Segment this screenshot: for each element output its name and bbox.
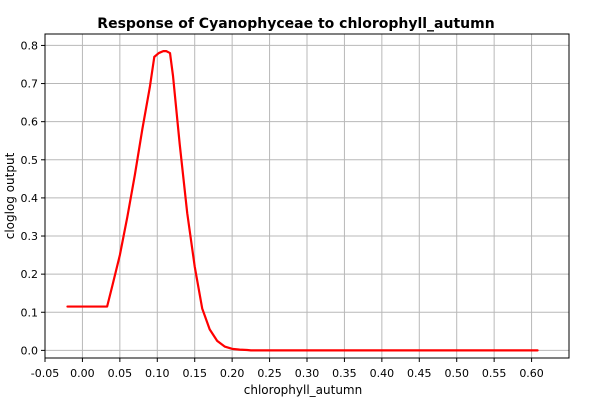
y-tick-label: 0.3 bbox=[21, 230, 39, 243]
y-tick-label: 0.6 bbox=[21, 116, 39, 129]
y-axis-label: cloglog output bbox=[3, 152, 17, 239]
x-tick-label: 0.30 bbox=[295, 367, 320, 380]
y-tick-label: 0.4 bbox=[21, 192, 39, 205]
y-tick-label: 0.1 bbox=[21, 306, 39, 319]
series-line bbox=[66, 50, 539, 352]
x-tick-label: 0.40 bbox=[370, 367, 395, 380]
x-tick-label: 0.10 bbox=[145, 367, 170, 380]
x-tick-label: 0.15 bbox=[182, 367, 207, 380]
y-tick-label: 0.2 bbox=[21, 268, 39, 281]
x-tick-label: 0.45 bbox=[407, 367, 432, 380]
y-tick-label: 0.5 bbox=[21, 154, 39, 167]
y-tick-label: 0.7 bbox=[21, 78, 39, 91]
x-tick-label: 0.05 bbox=[108, 367, 133, 380]
x-tick-label: 0.25 bbox=[257, 367, 282, 380]
x-tick-label: 0.55 bbox=[482, 367, 507, 380]
x-axis: -0.05 0.00 0.05 0.10 0.15 0.20 0.25 0.30 0.35 0.4… bbox=[31, 358, 544, 380]
x-tick-label: 0.50 bbox=[444, 367, 469, 380]
x-tick-label: 0.00 bbox=[70, 367, 95, 380]
y-tick-label: 0.8 bbox=[21, 39, 39, 52]
x-tick-label: 0.20 bbox=[220, 367, 245, 380]
chart-title: Response of Cyanophyceae to chlorophyll_… bbox=[97, 16, 494, 32]
grid bbox=[44, 34, 569, 358]
y-axis: 0.0 0.1 0.2 0.3 0.4 0.5 0.6 0.7 0.8 bbox=[21, 39, 45, 357]
x-tick-label: 0.60 bbox=[519, 367, 544, 380]
y-tick-label: 0.0 bbox=[21, 344, 39, 357]
x-tick-label: 0.35 bbox=[332, 367, 357, 380]
series-layer bbox=[66, 50, 539, 352]
x-tick-label: -0.05 bbox=[31, 367, 59, 380]
x-axis-label: chlorophyll_autumn bbox=[244, 383, 362, 397]
